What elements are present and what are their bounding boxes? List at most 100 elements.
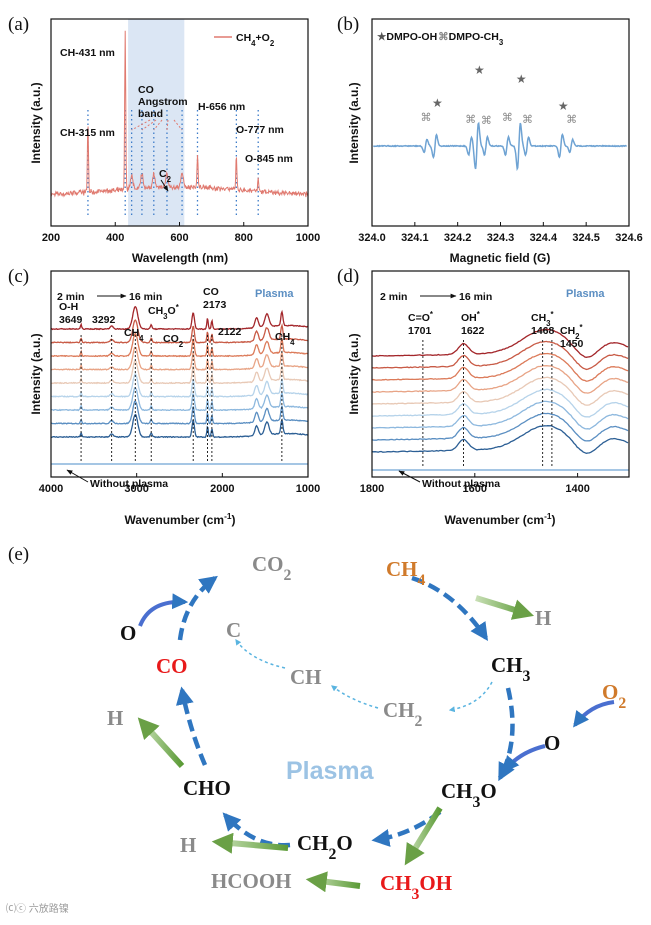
d-series-7 bbox=[372, 340, 629, 371]
arrow-release-h-left bbox=[137, 717, 185, 769]
panel-e-label: (e) bbox=[8, 544, 29, 565]
d-ir-spectra bbox=[371, 328, 629, 471]
a-peak-label-0: CH-315 nm bbox=[60, 127, 115, 139]
d-time-start: 2 min bbox=[380, 291, 407, 303]
band-label-line-1: Angstrom bbox=[138, 96, 188, 108]
band-label-line-2: band bbox=[138, 108, 163, 120]
a-legend-text: CH4+O2 bbox=[236, 32, 275, 48]
panel-e-reaction-diagram: (e) CO2 CH4 H CH3 O2 O CH3O CH3OH CH2O C… bbox=[6, 544, 626, 915]
b-x-ticks: 324.0 324.1 324.2 324.3 324.4 324.5 324.6 bbox=[358, 222, 643, 244]
d-plasma-label: Plasma bbox=[566, 288, 605, 300]
c-tick-label-0: 4000 bbox=[39, 483, 63, 495]
c-time-start: 2 min bbox=[57, 291, 84, 303]
a-peak-label-1: CH-431 nm bbox=[60, 47, 115, 59]
c-without-plasma-label: Without plasma bbox=[90, 478, 168, 490]
arrow-release-h-top bbox=[475, 595, 535, 620]
b-oh-marker-0: ★ bbox=[432, 96, 443, 110]
arrow-co-to-co2 bbox=[177, 575, 218, 641]
species-o-right: O bbox=[544, 731, 560, 755]
c-series-6 bbox=[50, 332, 309, 358]
b-tick-label-1: 324.1 bbox=[401, 232, 429, 244]
c-series-3 bbox=[50, 372, 309, 398]
b-legend-dmpo-oh: DMPO-OH bbox=[386, 31, 437, 43]
b-legend-dmpo-ch3: DMPO-CH3 bbox=[449, 31, 504, 47]
a-x-axis-title: Wavelength (nm) bbox=[132, 251, 228, 265]
c-series-2 bbox=[50, 387, 309, 412]
c-ann-4-0: CO2 bbox=[163, 333, 184, 349]
d-series-6 bbox=[371, 352, 629, 382]
c-ann-3-0: CH3O* bbox=[148, 303, 180, 321]
c-series-8 bbox=[50, 305, 309, 331]
c-dotted-lines bbox=[80, 335, 283, 462]
species-h-left: H bbox=[107, 706, 123, 730]
b-frame bbox=[371, 18, 630, 227]
c-ann-0-0: O-H bbox=[59, 301, 78, 313]
arrow-ch3o-to-ch3oh bbox=[404, 806, 443, 866]
d-series-4 bbox=[371, 376, 629, 406]
d-ann-2-1: 1468 bbox=[531, 325, 555, 337]
band-fan-3 bbox=[166, 119, 169, 131]
d-annotations: C=O*1701 OH*1622 CH3*1468 CH2*1450 bbox=[408, 310, 584, 351]
d-ann-0-0: C=O* bbox=[408, 310, 434, 325]
epr-spectrum-line bbox=[373, 121, 627, 172]
arrow-release-h-bottom bbox=[211, 832, 289, 854]
c-series-0 bbox=[50, 413, 309, 439]
c2-label: C2 bbox=[159, 168, 172, 184]
c-x-ticks: 4000 3000 2000 1000 bbox=[39, 473, 320, 495]
d-ann-1-1: 1622 bbox=[461, 325, 485, 337]
d-tick-label-1: 1600 bbox=[463, 483, 487, 495]
c-tick-label-1: 3000 bbox=[124, 483, 148, 495]
d-series-5 bbox=[371, 365, 629, 394]
d-ann-1-0: OH* bbox=[461, 310, 481, 325]
plasma-center-label: Plasma bbox=[286, 757, 375, 785]
band-fan-1 bbox=[141, 119, 157, 131]
a-peak-label-4: O-845 nm bbox=[245, 153, 293, 165]
d-without-plasma-label: Without plasma bbox=[422, 478, 500, 490]
species-c: C bbox=[226, 618, 241, 642]
c-without-arrow bbox=[66, 469, 89, 483]
d-series-0 bbox=[371, 425, 629, 454]
arrow-o-to-co2 bbox=[138, 593, 189, 627]
arrow-ch3-to-ch2 bbox=[448, 681, 493, 713]
panel-a-label: (a) bbox=[8, 14, 29, 35]
d-series-3 bbox=[371, 388, 629, 418]
b-ch3-marker-1: ⌘ bbox=[465, 114, 476, 126]
species-ch2o: CH2O bbox=[297, 831, 353, 863]
d-tick-label-2: 1400 bbox=[565, 483, 589, 495]
panel-b-label: (b) bbox=[337, 14, 359, 35]
a-tick-label-0: 200 bbox=[42, 232, 60, 244]
c-x-axis-title: Wavenumber (cm-1) bbox=[124, 511, 235, 527]
c-ann-0-1: 3649 bbox=[59, 314, 83, 326]
b-tick-label-4: 324.4 bbox=[530, 232, 558, 244]
arrow-ch2-to-ch bbox=[331, 685, 379, 709]
c-tick-label-2: 2000 bbox=[210, 483, 234, 495]
d-series-1 bbox=[371, 412, 629, 442]
a-peak-label-2: H-656 nm bbox=[198, 101, 245, 113]
species-h-bottom: H bbox=[180, 833, 196, 857]
d-tick-label-0: 1800 bbox=[360, 483, 384, 495]
c-time-end: 16 min bbox=[129, 291, 162, 303]
d-ann-3-1: 1450 bbox=[560, 338, 584, 350]
c-plasma-label: Plasma bbox=[255, 288, 294, 300]
panel-c-label: (c) bbox=[8, 266, 29, 287]
panel-b: (b) 324.0 324.1 324.2 324.3 324.4 324.5 324.6 … bbox=[337, 14, 643, 265]
d-ann-3-0: CH2* bbox=[560, 323, 584, 341]
b-oh-marker-3: ★ bbox=[558, 99, 569, 113]
a-tick-label-3: 800 bbox=[235, 232, 253, 244]
species-co2: CO2 bbox=[252, 552, 292, 584]
band-label-line-0: CO bbox=[138, 84, 154, 96]
c-series-4 bbox=[50, 359, 309, 385]
c-ann-1-0: 3292 bbox=[92, 314, 116, 326]
b-y-axis-title: Intensity (a.u.) bbox=[347, 82, 361, 163]
d-x-axis-title: Wavenumber (cm-1) bbox=[444, 511, 555, 527]
d-ann-0-1: 1701 bbox=[408, 325, 432, 337]
c-y-axis-title: Intensity (a.u.) bbox=[29, 333, 43, 414]
species-cho: CHO bbox=[183, 776, 231, 800]
c-ir-spectra bbox=[50, 305, 309, 465]
b-peak-markers: ★★★★⌘ ⌘ ⌘ ⌘ ⌘ ⌘ bbox=[421, 63, 578, 127]
arrow-ch-to-c bbox=[235, 639, 286, 669]
b-oh-marker-2: ★ bbox=[516, 72, 527, 86]
